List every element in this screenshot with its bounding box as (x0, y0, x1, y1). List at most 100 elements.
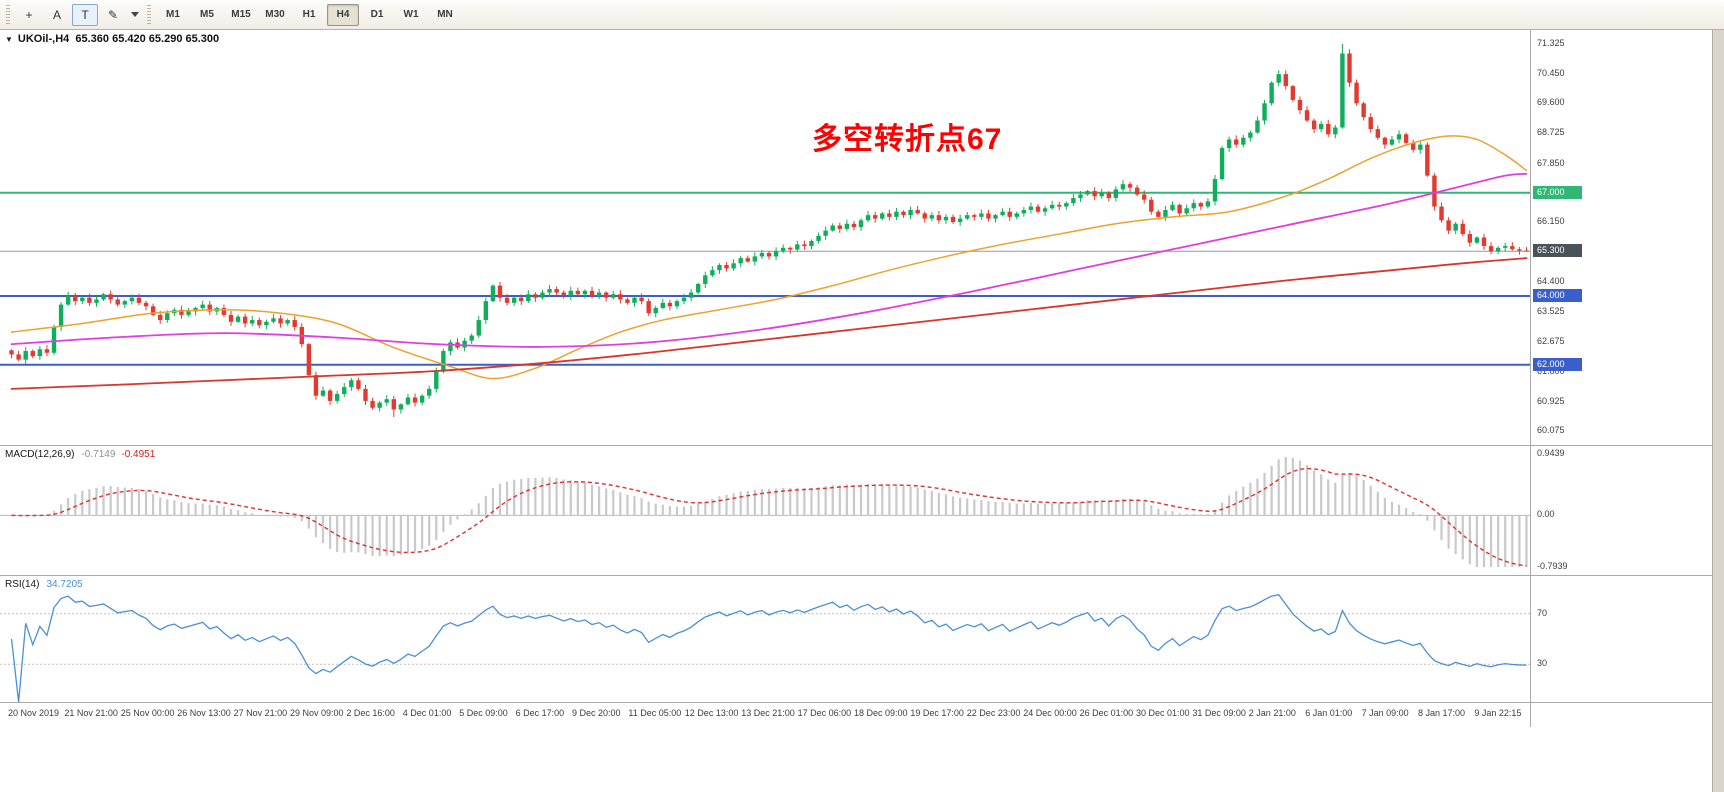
price-axis-label: 62.675 (1537, 335, 1565, 346)
macd-axis-label: -0.7939 (1537, 561, 1568, 571)
price-axis-label: 69.600 (1537, 97, 1565, 108)
time-axis-label: 24 Dec 00:00 (1023, 708, 1077, 718)
time-axis-label: 11 Dec 05:00 (628, 708, 682, 718)
ma-slow-red (10, 257, 1528, 390)
timeframe-toolbar: M1 M5 M15 M30 H1 H4 D1 W1 MN (157, 3, 461, 26)
chart-title: ▼ UKOil-,H4 65.360 65.420 65.290 65.300 (5, 33, 219, 45)
time-axis-label: 26 Nov 13:00 (177, 708, 231, 718)
timeframe-M15[interactable]: M15 (231, 9, 251, 20)
time-axis-label: 5 Dec 09:00 (459, 708, 508, 718)
price-axis-label: 60.925 (1537, 395, 1565, 406)
time-axis-label: 12 Dec 13:00 (684, 708, 739, 718)
rsi-scale[interactable]: 70 30 (1532, 576, 1712, 702)
ma-mid-magenta (10, 172, 1528, 348)
macd-histogram (10, 457, 1528, 567)
price-tag-65.300: 65.300 (1533, 244, 1582, 258)
macd-axis-label: 0.00 (1537, 509, 1555, 520)
price-axis-label: 71.325 (1537, 38, 1565, 48)
macd-axis-label: 0.9439 (1537, 448, 1565, 458)
window-right-edge (1712, 30, 1724, 792)
chevron-down-glyph (131, 12, 139, 17)
chart-cursor-icon[interactable]: + (25, 7, 33, 22)
rsi-value: 34.7205 (46, 579, 83, 590)
time-axis-label: 19 Dec 17:00 (910, 708, 964, 718)
time-axis-label: 6 Dec 17:00 (515, 708, 565, 718)
toolbar: + A T ✎ M1 M5 M15 M30 H1 H4 D1 W1 MN (0, 0, 1724, 30)
timeframe-H4[interactable]: H4 (327, 3, 359, 26)
price-axis-label: 70.450 (1537, 68, 1565, 79)
ohlc-values: 65.360 65.420 65.290 65.300 (75, 33, 220, 45)
timeframe-M5[interactable]: M5 (200, 9, 214, 20)
pencil-icon[interactable]: ✎ (107, 7, 119, 22)
time-axis-label: 18 Dec 09:00 (854, 708, 908, 718)
price-tag-67.000: 67.000 (1533, 185, 1582, 199)
macd-main-value: -0.7149 (81, 449, 116, 460)
macd-panel: MACD(12,26,9) -0.7149 -0.4951 0.9439 0.00 -0… (0, 446, 1712, 575)
rsi-panel: RSI(14) 34.7205 70 30 (0, 576, 1712, 702)
rsi-axis-label: 70 (1537, 607, 1548, 618)
time-axis[interactable]: 20 Nov 2019 21 Nov 21:00 25 Nov 00:00 26 No… (0, 703, 1712, 727)
chevron-down-icon[interactable] (129, 5, 141, 25)
timeframe-H1[interactable]: H1 (302, 9, 316, 20)
time-axis-label: 9 Dec 20:00 (572, 708, 621, 718)
price-tag-64.000: 64.000 (1533, 288, 1582, 302)
time-axis-label: 13 Dec 21:00 (741, 708, 795, 718)
timeframe-W1[interactable]: W1 (403, 9, 419, 20)
time-axis-label: 2 Jan 21:00 (1248, 708, 1296, 718)
main-chart-panel: ▼ UKOil-,H4 65.360 65.420 65.290 65.300 多… (0, 30, 1712, 445)
text-a-button[interactable]: A (52, 7, 61, 22)
price-axis-label: 68.725 (1537, 127, 1565, 138)
time-axis-label: 8 Jan 17:00 (1418, 708, 1466, 718)
time-axis-label: 25 Nov 00:00 (120, 708, 175, 718)
macd-signal-value: -0.4951 (121, 449, 156, 460)
macd-label: MACD(12,26,9) -0.7149 -0.4951 (5, 449, 156, 460)
price-axis-label: 60.075 (1537, 425, 1565, 435)
text-t-button[interactable]: T (72, 3, 98, 26)
time-axis-label: 2 Dec 16:00 (346, 708, 395, 718)
time-axis-label: 4 Dec 01:00 (402, 708, 452, 718)
price-axis-label: 63.525 (1537, 306, 1565, 317)
time-axis-label: 7 Jan 09:00 (1361, 708, 1409, 718)
time-axis-label: 31 Dec 09:00 (1192, 708, 1246, 718)
drawing-tools-group: + A T ✎ (16, 3, 126, 26)
toolbar-grip[interactable] (6, 4, 10, 25)
collapse-icon[interactable]: ▼ (5, 35, 13, 44)
macd-signal-line (11, 467, 1527, 567)
time-axis-label: 9 Jan 22:15 (1474, 708, 1522, 718)
macd-plot[interactable] (0, 446, 1712, 575)
time-axis-label: 21 Nov 21:00 (64, 708, 118, 718)
timeframe-MN[interactable]: MN (437, 9, 453, 20)
panel-separator[interactable] (0, 445, 1712, 446)
ma-fast-orange (10, 135, 1528, 380)
rsi-label: RSI(14) 34.7205 (5, 579, 83, 590)
price-scale[interactable]: 71.325 70.450 69.600 68.725 67.850 66.150 64.4… (1532, 30, 1712, 445)
time-axis-label: 30 Dec 01:00 (1136, 708, 1190, 718)
timeframe-M1[interactable]: M1 (166, 9, 180, 20)
timeframe-D1[interactable]: D1 (370, 9, 384, 20)
panel-separator[interactable] (0, 575, 1712, 576)
chart-annotation-text[interactable]: 多空转折点67 (812, 123, 1003, 156)
timeframe-M30[interactable]: M30 (265, 9, 285, 20)
macd-scale[interactable]: 0.9439 0.00 -0.7939 (1532, 446, 1712, 575)
time-axis-label: 22 Dec 23:00 (966, 708, 1021, 718)
toolbar-grip[interactable] (147, 4, 151, 25)
time-axis-label: 20 Nov 2019 (8, 708, 60, 718)
rsi-axis-label: 30 (1537, 658, 1548, 669)
price-axis-label: 64.400 (1537, 276, 1565, 287)
price-tag-62.000: 62.000 (1533, 357, 1582, 371)
panel-separator (0, 702, 1712, 703)
scale-divider-line (1530, 30, 1531, 727)
time-axis-label: 6 Jan 01:00 (1305, 708, 1353, 718)
price-axis-label: 67.850 (1537, 157, 1565, 168)
time-axis-label: 27 Nov 21:00 (233, 708, 288, 718)
rsi-plot[interactable] (0, 576, 1712, 702)
price-axis-label: 66.150 (1537, 216, 1565, 227)
rsi-line (10, 594, 1527, 702)
candles-series (9, 44, 1529, 418)
time-axis-label: 29 Nov 09:00 (290, 708, 344, 718)
chart-window: ▼ UKOil-,H4 65.360 65.420 65.290 65.300 多… (0, 30, 1712, 792)
time-axis-label: 17 Dec 06:00 (797, 708, 852, 718)
price-chart-plot[interactable] (0, 30, 1712, 445)
time-axis-label: 26 Dec 01:00 (1079, 708, 1134, 718)
